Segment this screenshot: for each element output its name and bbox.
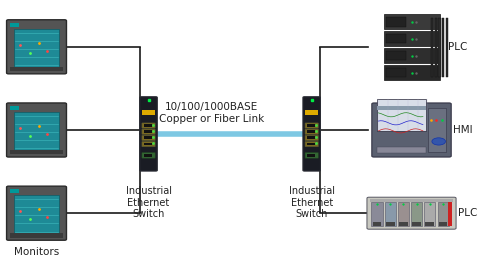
Bar [14, 29, 59, 69]
Bar [377, 99, 426, 131]
Bar [437, 203, 449, 226]
FancyBboxPatch shape [305, 141, 318, 147]
Bar [384, 48, 439, 63]
FancyBboxPatch shape [142, 129, 155, 134]
Bar [384, 65, 439, 80]
Bar [144, 142, 152, 145]
Text: PLC: PLC [448, 42, 468, 52]
Bar [384, 31, 439, 46]
Bar [373, 222, 381, 226]
Bar [412, 222, 421, 226]
Bar [307, 124, 315, 127]
Bar [442, 18, 444, 77]
FancyBboxPatch shape [305, 153, 318, 158]
Bar [448, 203, 452, 226]
Bar [10, 106, 19, 110]
Bar [411, 203, 422, 226]
Bar [435, 18, 437, 77]
Bar [14, 195, 59, 236]
Text: Industrial
Ethernet
Switch: Industrial Ethernet Switch [126, 186, 171, 219]
FancyBboxPatch shape [142, 153, 155, 158]
Bar [386, 68, 406, 77]
FancyBboxPatch shape [367, 197, 456, 229]
Bar [424, 203, 435, 226]
FancyBboxPatch shape [305, 135, 318, 141]
FancyBboxPatch shape [6, 103, 66, 157]
Bar [377, 147, 426, 153]
FancyBboxPatch shape [303, 97, 320, 171]
Bar [142, 110, 155, 115]
Bar [10, 67, 63, 71]
Bar [10, 150, 63, 154]
Bar [386, 222, 394, 226]
FancyBboxPatch shape [142, 123, 155, 128]
Bar [144, 124, 152, 127]
Bar [438, 18, 441, 77]
Bar [307, 142, 315, 145]
FancyBboxPatch shape [372, 103, 451, 157]
FancyBboxPatch shape [6, 186, 66, 240]
Bar [439, 222, 448, 226]
Text: Monitors: Monitors [14, 247, 59, 257]
Bar [384, 14, 439, 29]
Bar [144, 154, 152, 157]
FancyBboxPatch shape [140, 97, 157, 171]
Bar [144, 136, 152, 139]
Bar [305, 110, 318, 115]
Bar [10, 23, 19, 27]
FancyBboxPatch shape [6, 20, 66, 74]
Bar [10, 233, 63, 238]
Bar [398, 203, 409, 226]
FancyBboxPatch shape [142, 135, 155, 141]
Bar [370, 199, 453, 202]
FancyBboxPatch shape [305, 123, 318, 128]
Bar [307, 136, 315, 139]
Bar [307, 154, 315, 157]
Text: 10/100/1000BASE
Copper or Fiber Link: 10/100/1000BASE Copper or Fiber Link [159, 102, 264, 124]
Bar [385, 203, 396, 226]
FancyBboxPatch shape [142, 141, 155, 147]
Bar [428, 108, 446, 152]
Bar [399, 222, 408, 226]
Bar [144, 130, 152, 133]
Bar [14, 112, 59, 152]
Bar [386, 17, 406, 27]
Bar [10, 189, 19, 193]
Bar [386, 51, 406, 60]
Text: HMI: HMI [453, 125, 472, 135]
Text: PLC: PLC [458, 208, 477, 218]
Bar [307, 130, 315, 133]
Bar [377, 106, 426, 110]
Bar [431, 18, 433, 77]
Text: Industrial
Ethernet
Switch: Industrial Ethernet Switch [289, 186, 335, 219]
Circle shape [432, 138, 446, 145]
FancyBboxPatch shape [305, 129, 318, 134]
Bar [372, 203, 382, 226]
Bar [426, 222, 434, 226]
Bar [386, 34, 406, 43]
Bar [446, 18, 448, 77]
